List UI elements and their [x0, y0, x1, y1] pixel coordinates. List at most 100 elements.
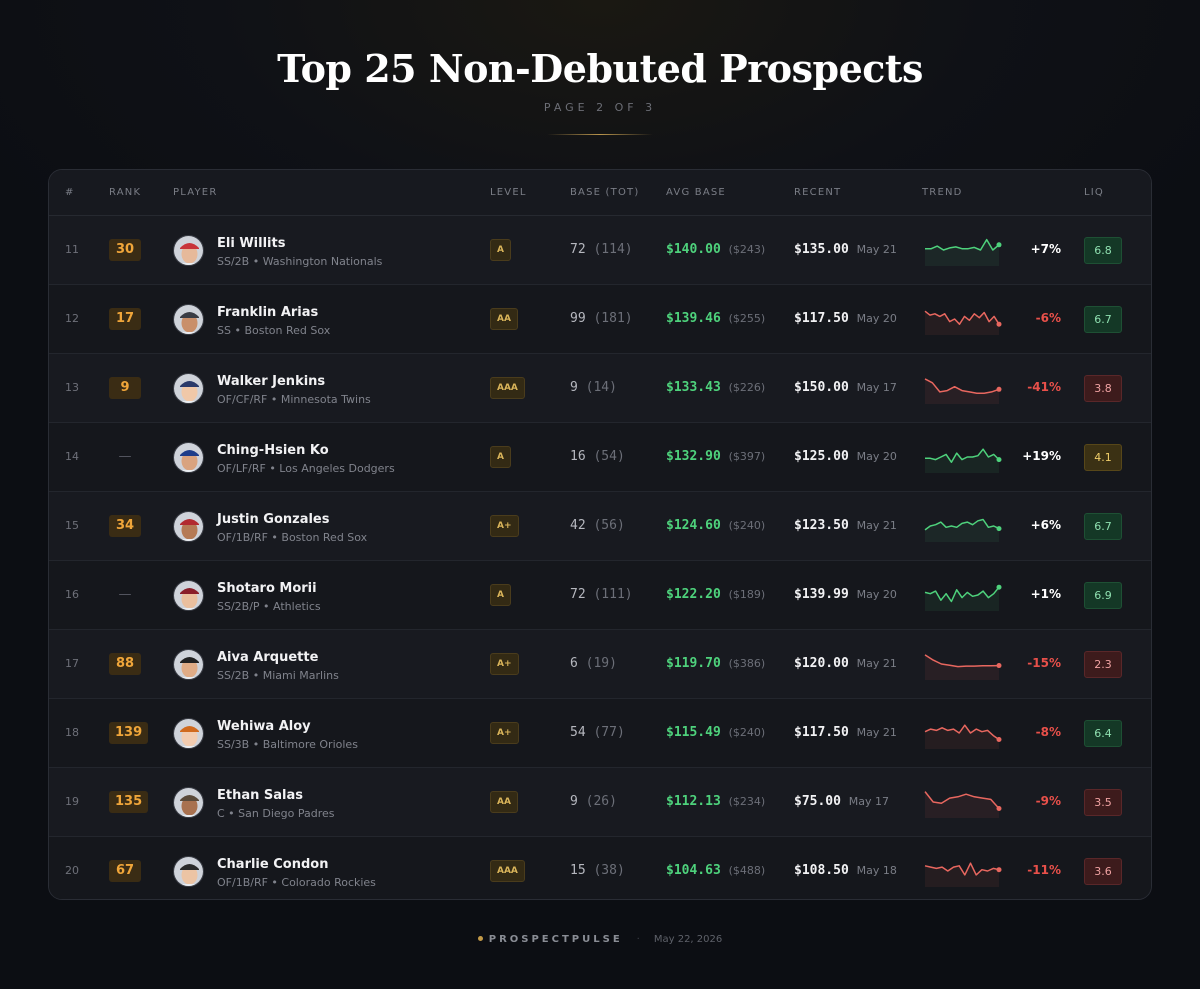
- player-name[interactable]: Ethan Salas: [217, 788, 304, 803]
- player-name[interactable]: Ching-Hsien Ko: [217, 443, 329, 458]
- trend-percent: +6%: [1030, 518, 1061, 532]
- avg-base-value: $112.13: [666, 794, 721, 809]
- sparkline-line: [925, 448, 1000, 463]
- col-header-liq[interactable]: LIQ: [1084, 187, 1104, 198]
- player-name[interactable]: Wehiwa Aloy: [217, 719, 311, 734]
- rank-badge: 135: [109, 791, 149, 813]
- table-row[interactable]: 18 139 Wehiwa Aloy SS/3B • Baltimore Oriole…: [49, 699, 1151, 768]
- avg-base-price: $124.60 ($240): [666, 518, 765, 533]
- level-badge: AAA: [490, 860, 525, 882]
- recent-date: May 20: [856, 588, 897, 601]
- base-count: 72 (114): [570, 242, 633, 257]
- base-total: (14): [585, 380, 617, 395]
- col-header-num[interactable]: #: [65, 187, 75, 198]
- table-row[interactable]: 20 67 Charlie Condon OF/1B/RF • Colorado Ro…: [49, 837, 1151, 899]
- col-header-base[interactable]: BASE (TOT): [570, 187, 640, 198]
- avg-base-value: $115.49: [666, 725, 721, 740]
- player-name[interactable]: Charlie Condon: [217, 857, 329, 872]
- base-value: 9: [570, 380, 578, 395]
- table-row[interactable]: 11 30 Eli Willits SS/2B • Washington Nation…: [49, 216, 1151, 285]
- table-row[interactable]: 14 — Ching-Hsien Ko OF/LF/RF • Los Angeles …: [49, 423, 1151, 492]
- col-header-avg-base[interactable]: AVG BASE: [666, 187, 726, 198]
- page-title: Top 25 Non-Debuted Prospects: [277, 46, 923, 91]
- trend-percent: -6%: [1035, 311, 1061, 325]
- sparkline-end-dot: [996, 321, 1002, 327]
- avg-base-value: $119.70: [666, 656, 721, 671]
- table-row[interactable]: 15 34 Justin Gonzales OF/1B/RF • Boston Red…: [49, 492, 1151, 561]
- trend-sparkline: [925, 448, 1002, 473]
- recent-date: May 17: [848, 795, 890, 808]
- col-header-rank[interactable]: RANK: [109, 187, 142, 198]
- trend-percent: +7%: [1030, 242, 1061, 256]
- trend-percent: -9%: [1035, 794, 1061, 808]
- player-name[interactable]: Shotaro Morii: [217, 581, 317, 596]
- rank-badge: 139: [109, 722, 149, 744]
- prospects-table: # RANK PLAYER LEVEL BASE (TOT) AVG BASE …: [48, 169, 1152, 900]
- row-number: 18: [65, 726, 79, 739]
- recent-date: May 18: [856, 864, 897, 877]
- avg-base-price: $115.49 ($240): [666, 725, 765, 740]
- player-name[interactable]: Justin Gonzales: [217, 512, 330, 527]
- liquidity-badge: 2.3: [1084, 651, 1122, 678]
- player-name[interactable]: Franklin Arias: [217, 305, 319, 320]
- footer-brand: PROSPECTPULSE: [488, 934, 623, 945]
- player-name[interactable]: Aiva Arquette: [217, 650, 319, 665]
- recent-date: May 21: [856, 726, 897, 739]
- sparkline-end-dot: [996, 584, 1002, 590]
- player-position-team: SS/2B/P • Athletics: [217, 600, 321, 613]
- table-row[interactable]: 17 88 Aiva Arquette SS/2B • Miami Marlins A+…: [49, 630, 1151, 699]
- avg-base-price: $132.90 ($397): [666, 449, 765, 464]
- trend-sparkline: [924, 310, 1002, 335]
- trend-sparkline: [924, 724, 1002, 749]
- col-header-level[interactable]: LEVEL: [490, 187, 527, 198]
- player-name[interactable]: Walker Jenkins: [217, 374, 326, 389]
- col-header-recent[interactable]: RECENT: [794, 187, 842, 198]
- trend-percent: +19%: [1022, 449, 1061, 463]
- player-headshot-icon: [174, 788, 203, 817]
- player-headshot-icon: [174, 512, 203, 541]
- base-count: 54 (77): [570, 725, 625, 740]
- base-value: 72: [570, 242, 586, 257]
- trend-sparkline: [924, 518, 1002, 542]
- table-row[interactable]: 13 9 Walker Jenkins OF/CF/RF • Minnesota Tw…: [49, 354, 1151, 423]
- sparkline-end-dot: [996, 386, 1002, 392]
- avg-base-price: $139.46 ($255): [666, 311, 765, 326]
- player-name[interactable]: Eli Willits: [217, 236, 286, 251]
- sparkline-end-dot: [996, 457, 1002, 463]
- table-row[interactable]: 19 135 Ethan Salas C • San Diego Padres AA 9 …: [49, 768, 1151, 837]
- liquidity-badge: 6.7: [1084, 306, 1122, 333]
- recent-price: $125.00: [794, 449, 849, 464]
- col-header-trend[interactable]: TREND: [922, 187, 963, 198]
- player-headshot-icon: [174, 443, 203, 472]
- player-avatar: [173, 787, 204, 818]
- sparkline-line: [924, 518, 1000, 531]
- base-total: (26): [585, 794, 617, 809]
- recent-price: $117.50: [794, 311, 849, 326]
- avg-base-price: $140.00 ($243): [666, 242, 765, 257]
- avg-base-value: $133.43: [666, 380, 721, 395]
- liquidity-badge: 3.6: [1084, 858, 1122, 885]
- sparkline-line: [924, 654, 1000, 668]
- table-row[interactable]: 12 17 Franklin Arias SS • Boston Red Sox AA 9…: [49, 285, 1151, 354]
- avg-base-raw: ($488): [728, 864, 766, 877]
- row-number: 14: [65, 450, 79, 463]
- base-value: 72: [570, 587, 586, 602]
- base-total: (114): [593, 242, 633, 257]
- player-position-team: OF/1B/RF • Boston Red Sox: [217, 531, 368, 544]
- sparkline-area: [925, 378, 999, 404]
- row-number: 19: [65, 795, 79, 808]
- table-row[interactable]: 16 — Shotaro Morii SS/2B/P • Athletics A 72 (…: [49, 561, 1151, 630]
- recent-price: $120.00: [794, 656, 849, 671]
- player-position-team: SS/3B • Baltimore Orioles: [217, 738, 358, 751]
- trend-sparkline: [925, 238, 1002, 266]
- avg-base-value: $140.00: [666, 242, 721, 257]
- level-badge: AAA: [490, 377, 525, 399]
- recent-sale: $117.50 May 21: [794, 725, 897, 740]
- sparkline-end-dot: [996, 242, 1002, 248]
- player-avatar: [173, 718, 204, 749]
- player-headshot-icon: [174, 581, 203, 610]
- player-position-team: OF/1B/RF • Colorado Rockies: [217, 876, 376, 889]
- base-total: (19): [585, 656, 617, 671]
- base-value: 42: [570, 518, 586, 533]
- col-header-player[interactable]: PLAYER: [173, 187, 218, 198]
